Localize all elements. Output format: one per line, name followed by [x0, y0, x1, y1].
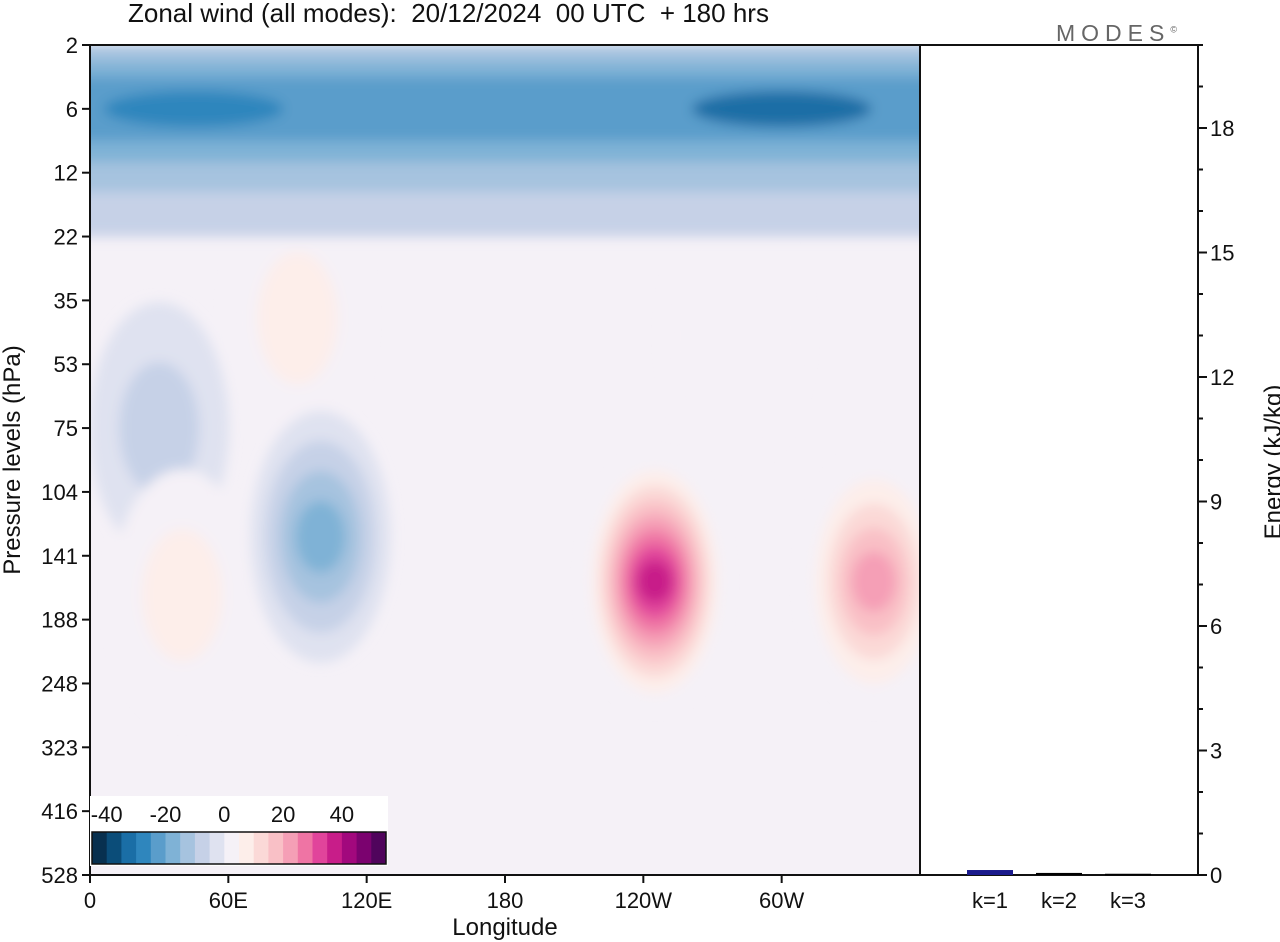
chart-title: Zonal wind (all modes): 20/12/2024 00 UT… [128, 0, 769, 28]
colorbar-label: 20 [271, 802, 295, 827]
colorbar-swatch [356, 832, 372, 864]
x-axis: 0 60E 120E 180 120W 60W [84, 875, 805, 913]
upper-band [90, 45, 920, 237]
energy-tick-label: 3 [1210, 739, 1222, 764]
heatmap-panel: 0 60E 120E 180 120W 60W 2 6 12 22 35 53 75 104 141 188… [41, 33, 921, 913]
colorbar-swatch [268, 832, 284, 864]
energy-panel: 0 3 6 9 12 15 18 k=1 k=2 k=3 [920, 44, 1234, 913]
x-tick-label: 180 [487, 888, 524, 913]
contour-9-5 [851, 551, 896, 612]
y-tick-label: 141 [41, 544, 78, 569]
y-axis-label: Pressure levels (hPa) [0, 345, 26, 575]
colorbar-frame [91, 831, 387, 865]
colorbar-swatch [327, 832, 343, 864]
y-tick-label: 528 [41, 863, 78, 888]
contour-3-2 [257, 252, 338, 385]
energy-tick-label: 6 [1210, 614, 1222, 639]
y-tick-label: 323 [41, 735, 78, 760]
contour-6-2 [119, 362, 200, 495]
colorbar-swatch [209, 832, 225, 864]
energy-x-axis: k=1 k=2 k=3 [972, 888, 1146, 913]
upper-core-0 [103, 90, 284, 127]
colorbar-swatch [239, 832, 255, 864]
contour-8-8 [637, 560, 673, 603]
colorbar-label: 40 [330, 802, 354, 827]
energy-tick-label: 9 [1210, 490, 1222, 515]
y-tick-label: 248 [41, 671, 78, 696]
energy-category-label: k=3 [1110, 888, 1146, 913]
x-tick-label: 60E [209, 888, 248, 913]
x-tick-label: 120W [615, 888, 673, 913]
y-tick-label: 2 [66, 33, 78, 58]
x-axis-label: Longitude [452, 914, 557, 941]
y-tick-label: 104 [41, 480, 78, 505]
colorbar-swatch [194, 832, 211, 864]
colorbar-swatch [297, 832, 313, 864]
colorbar-swatch [121, 832, 137, 864]
y-tick-label: 35 [54, 288, 78, 313]
energy-y-axis: 0 3 6 9 12 15 18 [1198, 44, 1234, 888]
colorbar-swatch [92, 832, 108, 864]
colorbar-swatch [371, 832, 387, 864]
colorbar-label: -20 [150, 802, 182, 827]
brand-logo: MODES© [1056, 20, 1177, 46]
contour-7-2 [142, 529, 223, 662]
colorbar-swatch [136, 832, 152, 864]
colorbar-swatch [341, 832, 358, 864]
y-tick-label: 6 [66, 97, 78, 122]
energy-bar-k=3 [1105, 873, 1151, 876]
y-tick-label: 12 [54, 161, 78, 186]
energy-bar-k=1 [967, 870, 1013, 875]
colorbar-swatch [253, 832, 269, 864]
colorbar-swatch [165, 832, 181, 864]
colorbar: -40 -20 0 20 40 [90, 796, 388, 866]
energy-tick-label: 12 [1210, 365, 1234, 390]
contour-4-1 [665, 209, 806, 462]
y-tick-label: 416 [41, 799, 78, 824]
contour-5-4 [295, 500, 346, 573]
energy-tick-label: 0 [1210, 863, 1222, 888]
y-tick-label: 188 [41, 608, 78, 633]
zonal-wind-field [90, 45, 920, 875]
energy-bars [967, 870, 1151, 876]
colorbar-swatch [312, 832, 328, 864]
colorbar-label: -40 [91, 802, 123, 827]
upper-core-2 [691, 90, 872, 127]
upper-core-1 [345, 90, 526, 127]
y-tick-label: 22 [54, 225, 78, 250]
colorbar-swatch [150, 832, 166, 864]
x-tick-label: 60W [759, 888, 804, 913]
energy-category-label: k=2 [1041, 888, 1077, 913]
colorbar-label: 0 [218, 802, 230, 827]
energy-tick-label: 15 [1210, 241, 1234, 266]
y-tick-label: 53 [54, 352, 78, 377]
energy-axis-label: Energy (kJ/kg) [1260, 384, 1280, 540]
x-tick-label: 120E [341, 888, 392, 913]
colorbar-swatch [106, 832, 122, 864]
energy-bar-k=2 [1036, 872, 1082, 875]
y-axis-pressure: 2 6 12 22 35 53 75 104 141 188 248 323 416 528 [41, 33, 90, 888]
energy-tick-label: 18 [1210, 116, 1234, 141]
colorbar-swatch [180, 832, 196, 864]
colorbar-swatch [224, 832, 240, 864]
energy-category-label: k=1 [972, 888, 1008, 913]
x-tick-label: 0 [84, 888, 96, 913]
y-tick-label: 75 [54, 416, 78, 441]
colorbar-swatch [283, 832, 299, 864]
